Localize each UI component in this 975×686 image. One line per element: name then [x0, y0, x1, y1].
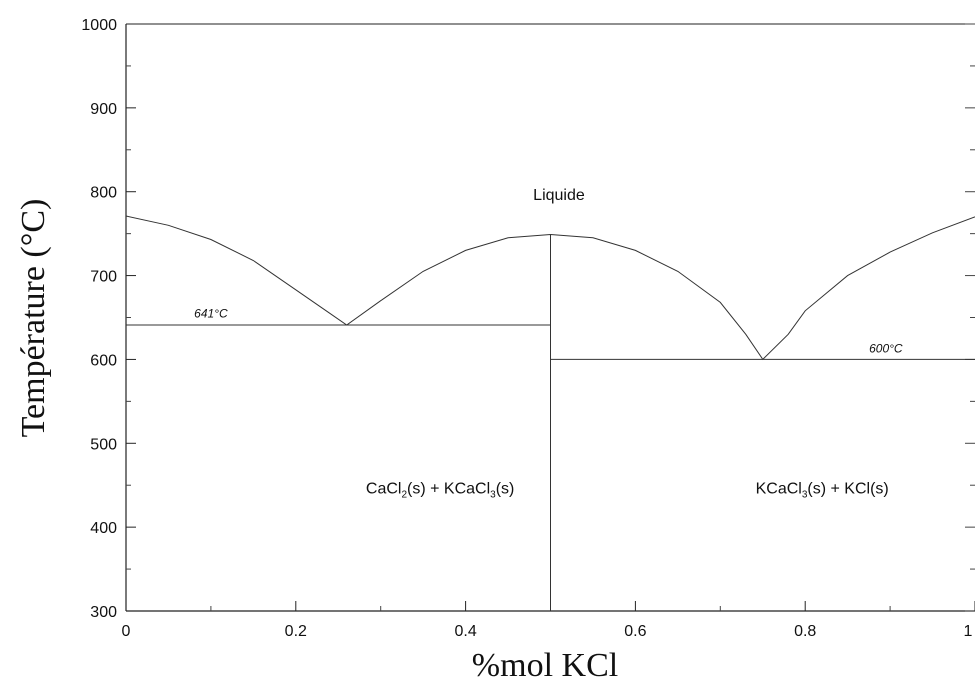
eutectic-600-label: 600°C: [869, 342, 903, 356]
y-tick-label: 500: [90, 436, 117, 453]
x-ticks: 0 0.2 0.4 0.6 0.8 1: [122, 601, 975, 640]
eutectic-641-label: 641°C: [194, 307, 228, 321]
x-tick-label: 0.6: [624, 623, 646, 640]
left-region-mid: (s) + KCaCl: [407, 481, 490, 498]
x-tick-label: 0.8: [794, 623, 816, 640]
y-tick-label: 900: [90, 101, 117, 118]
left-region-suffix: (s): [496, 481, 515, 498]
right-region-suffix: (s) + KCl(s): [807, 481, 888, 498]
series-liquidus: [125, 215, 975, 361]
x-axis-title: %mol KCl: [472, 647, 618, 684]
liquide-label: Liquide: [533, 187, 585, 204]
x-tick-label: 0.2: [285, 623, 307, 640]
left-region-prefix: CaCl: [366, 481, 402, 498]
x-tick-label: 0: [122, 623, 131, 640]
right-region-sub1: 3: [802, 490, 808, 501]
y-tick-label: 1000: [81, 17, 117, 34]
right-region-label: KCaCl3(s) + KCl(s): [756, 481, 889, 501]
y-tick-label: 600: [90, 352, 117, 369]
y-tick-label: 800: [90, 185, 117, 202]
plot-area: [125, 215, 975, 611]
x-tick-label: 0.4: [454, 623, 476, 640]
y-axis-title: Température (°C): [15, 199, 52, 438]
right-region-prefix: KCaCl: [756, 481, 802, 498]
y-ticks: 1000 900 800 700 600 500 400 300: [81, 17, 136, 621]
left-region-sub1: 2: [401, 490, 407, 501]
left-region-sub2: 3: [490, 490, 496, 501]
y-tick-label: 300: [90, 604, 117, 621]
left-region-label: CaCl2(s) + KCaCl3(s): [366, 481, 514, 501]
y-tick-label: 700: [90, 269, 117, 286]
x-tick-label: 1: [964, 623, 973, 640]
y-tick-label: 400: [90, 520, 117, 537]
